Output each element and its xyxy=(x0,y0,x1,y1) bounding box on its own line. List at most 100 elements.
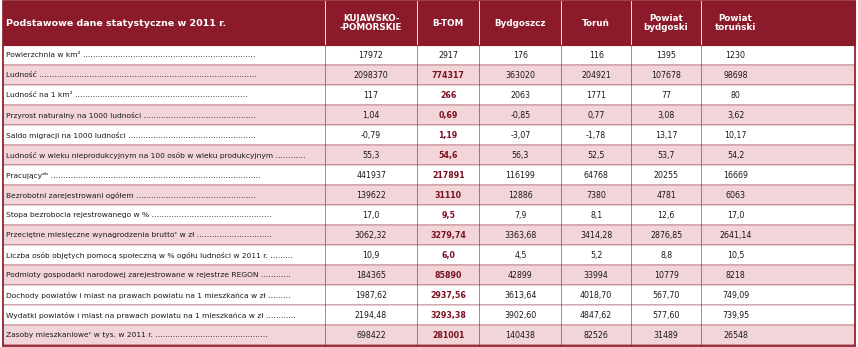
Text: 85890: 85890 xyxy=(434,271,462,280)
Text: 3363,68: 3363,68 xyxy=(505,231,536,240)
Text: 82526: 82526 xyxy=(583,331,608,340)
Text: 53,7: 53,7 xyxy=(657,151,674,160)
Text: 2098370: 2098370 xyxy=(353,71,389,80)
Text: 4781: 4781 xyxy=(656,191,676,200)
Text: 64768: 64768 xyxy=(583,171,608,180)
Bar xyxy=(3,225,855,245)
Text: 1771: 1771 xyxy=(586,91,606,100)
Text: 107678: 107678 xyxy=(651,71,681,80)
Text: 33994: 33994 xyxy=(583,271,608,280)
Text: 10,17: 10,17 xyxy=(724,131,746,140)
Bar xyxy=(3,345,855,347)
Text: Stopa bezrobocia rejestrowanego w % …………………………………………: Stopa bezrobocia rejestrowanego w % …………… xyxy=(6,212,271,218)
Text: 2063: 2063 xyxy=(511,91,530,100)
Text: 42899: 42899 xyxy=(508,271,533,280)
Text: Podmioty gospodarki narodowej zarejestrowane w rejestrze REGON …………: Podmioty gospodarki narodowej zarejestro… xyxy=(6,272,291,278)
Bar xyxy=(3,65,855,85)
Text: 0,77: 0,77 xyxy=(588,111,605,120)
Text: -1,78: -1,78 xyxy=(586,131,607,140)
Text: 98698: 98698 xyxy=(723,71,748,80)
Text: 4847,62: 4847,62 xyxy=(580,311,613,320)
Text: 10,9: 10,9 xyxy=(362,251,379,260)
Text: 8,8: 8,8 xyxy=(660,251,672,260)
Text: 266: 266 xyxy=(440,91,456,100)
Text: 1395: 1395 xyxy=(656,51,676,60)
Text: 80: 80 xyxy=(731,91,740,100)
Text: Saldo migracji na 1000 ludności ……………………………………………: Saldo migracji na 1000 ludności ……………………… xyxy=(6,132,256,139)
Text: 1987,62: 1987,62 xyxy=(355,291,387,300)
Text: 2641,14: 2641,14 xyxy=(719,231,752,240)
Text: 140438: 140438 xyxy=(505,331,535,340)
Text: 20255: 20255 xyxy=(654,171,679,180)
Text: 16669: 16669 xyxy=(723,171,748,180)
Text: 54,2: 54,2 xyxy=(727,151,744,160)
Text: 4018,70: 4018,70 xyxy=(580,291,613,300)
Text: 2937,56: 2937,56 xyxy=(430,291,466,300)
Text: 7380: 7380 xyxy=(586,191,606,200)
Bar xyxy=(3,285,855,305)
Text: -0,79: -0,79 xyxy=(361,131,381,140)
Text: 739,95: 739,95 xyxy=(722,311,749,320)
Text: Pracującyᵃᵇ …………………………………………………………………………: Pracującyᵃᵇ ………………………………………………………………………… xyxy=(6,172,261,179)
Text: KUJAWSKO-
-POMORSKIE: KUJAWSKO- -POMORSKIE xyxy=(340,14,402,33)
Text: 31489: 31489 xyxy=(654,331,679,340)
Text: 56,3: 56,3 xyxy=(511,151,529,160)
Text: 0,69: 0,69 xyxy=(438,111,458,120)
Text: Przyrost naturalny na 1000 ludności ………………………………………: Przyrost naturalny na 1000 ludności …………… xyxy=(6,112,256,119)
Text: 17,0: 17,0 xyxy=(362,211,380,220)
Text: 363020: 363020 xyxy=(505,71,535,80)
Text: 567,70: 567,70 xyxy=(652,291,680,300)
Bar xyxy=(3,205,855,225)
Bar xyxy=(3,45,855,65)
Text: 116: 116 xyxy=(589,51,604,60)
Text: 3,08: 3,08 xyxy=(657,111,674,120)
Text: Toruń: Toruń xyxy=(583,19,610,28)
Text: 1230: 1230 xyxy=(726,51,746,60)
Text: Powierzchnia w km² ……………………………………………………………: Powierzchnia w km² ………………………………………………………… xyxy=(6,52,256,58)
Text: 698422: 698422 xyxy=(356,331,386,340)
Text: 13,17: 13,17 xyxy=(655,131,677,140)
Text: Ludność na 1 km² ……………………………………………………………: Ludność na 1 km² …………………………………………………………… xyxy=(6,92,247,98)
Text: -3,07: -3,07 xyxy=(511,131,530,140)
Text: Bezrobotni zarejestrowani ogółem …………………………………………: Bezrobotni zarejestrowani ogółem …………………… xyxy=(6,192,256,199)
Text: 3293,38: 3293,38 xyxy=(430,311,466,320)
Text: 281001: 281001 xyxy=(432,331,464,340)
Text: 441937: 441937 xyxy=(356,171,386,180)
Text: 5,2: 5,2 xyxy=(590,251,602,260)
Text: 3613,64: 3613,64 xyxy=(504,291,536,300)
Text: 17,0: 17,0 xyxy=(727,211,744,220)
Bar xyxy=(3,305,855,325)
Text: Podstawowe dane statystyczne w 2011 r.: Podstawowe dane statystyczne w 2011 r. xyxy=(6,19,227,28)
Text: 116199: 116199 xyxy=(505,171,535,180)
Bar xyxy=(3,185,855,205)
Text: 31110: 31110 xyxy=(435,191,462,200)
Text: 3279,74: 3279,74 xyxy=(430,231,466,240)
Bar xyxy=(3,165,855,185)
Text: 8218: 8218 xyxy=(726,271,746,280)
Text: 217891: 217891 xyxy=(432,171,464,180)
Text: 3902,60: 3902,60 xyxy=(505,311,536,320)
Text: 10779: 10779 xyxy=(654,271,679,280)
Text: 204921: 204921 xyxy=(581,71,611,80)
Text: 1,19: 1,19 xyxy=(438,131,458,140)
Text: 17972: 17972 xyxy=(359,51,384,60)
Bar xyxy=(3,265,855,285)
Text: 774317: 774317 xyxy=(432,71,465,80)
Text: -0,85: -0,85 xyxy=(511,111,530,120)
Text: 3062,32: 3062,32 xyxy=(355,231,387,240)
Text: 77: 77 xyxy=(662,91,671,100)
Text: Wydatki powiatów i miast na prawach powiatu na 1 mieszkańca w zł …………: Wydatki powiatów i miast na prawach powi… xyxy=(6,312,296,319)
Text: B-TOM: B-TOM xyxy=(432,19,464,28)
Text: 9,5: 9,5 xyxy=(441,211,456,220)
Bar xyxy=(3,105,855,125)
Text: 6063: 6063 xyxy=(726,191,746,200)
Text: Powiat
toruński: Powiat toruński xyxy=(715,14,756,33)
Text: 2917: 2917 xyxy=(438,51,458,60)
Text: 1,04: 1,04 xyxy=(362,111,380,120)
Text: 12886: 12886 xyxy=(508,191,533,200)
Bar xyxy=(3,145,855,165)
Text: Ludność w wieku nieprodukcyjnym na 100 osób w wieku produkcyjnym …………: Ludność w wieku nieprodukcyjnym na 100 o… xyxy=(6,152,305,159)
Text: 3414,28: 3414,28 xyxy=(580,231,613,240)
Text: 749,09: 749,09 xyxy=(722,291,749,300)
Text: 7,9: 7,9 xyxy=(514,211,526,220)
